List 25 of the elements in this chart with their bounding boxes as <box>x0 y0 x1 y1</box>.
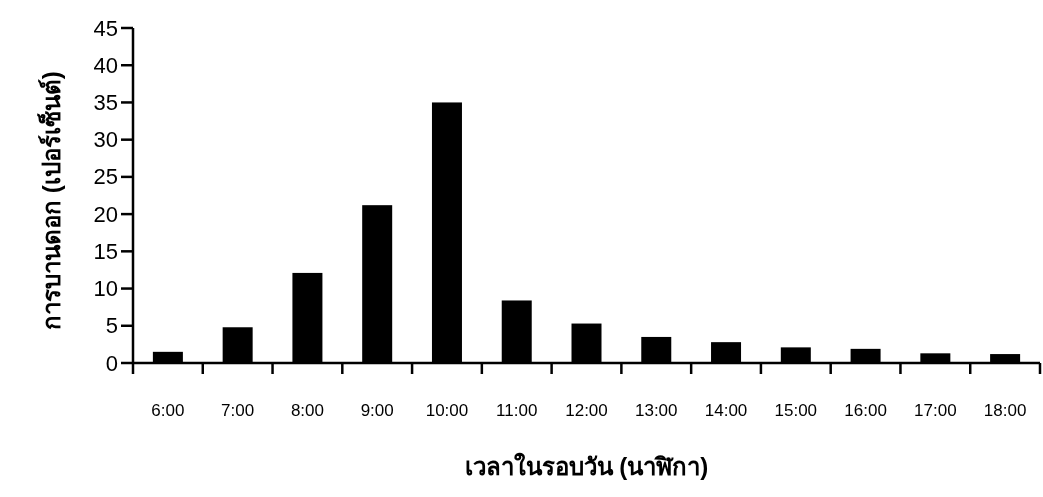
y-tick-label: 25 <box>93 164 118 190</box>
y-tick-label: 0 <box>105 350 118 376</box>
x-tick-label: 6:00 <box>151 401 185 420</box>
x-tick-label: 10:00 <box>425 401 469 420</box>
y-tick-label: 45 <box>93 15 118 41</box>
x-tick-label: 16:00 <box>844 401 887 420</box>
x-tick-label: 12:00 <box>565 401 608 420</box>
y-tick-label: 10 <box>93 276 118 302</box>
x-tick-label: 17:00 <box>914 401 957 420</box>
x-tick-label: 11:00 <box>496 401 538 420</box>
x-tick-label: 7:00 <box>221 401 255 420</box>
x-tick-label: 9:00 <box>360 401 394 420</box>
x-tick-label: 8:00 <box>290 401 324 420</box>
x-tick-label: 15:00 <box>774 401 818 420</box>
y-tick-label: 35 <box>93 89 118 115</box>
x-tick-label: 18:00 <box>983 401 1027 420</box>
y-tick-label: 20 <box>93 201 118 227</box>
y-tick-label: 5 <box>105 313 118 339</box>
y-tick-label: 15 <box>93 238 118 264</box>
y-tick-label: 30 <box>93 127 118 153</box>
x-tick-label: 14:00 <box>704 401 748 420</box>
x-tick-label: 13:00 <box>635 401 678 420</box>
y-tick-label: 40 <box>93 52 118 78</box>
y-axis-title: การบานดอก (เปอร์เซ็นต์) <box>37 71 65 330</box>
x-axis-title: เวลาในรอบวัน (นาฬิกา) <box>464 452 709 480</box>
